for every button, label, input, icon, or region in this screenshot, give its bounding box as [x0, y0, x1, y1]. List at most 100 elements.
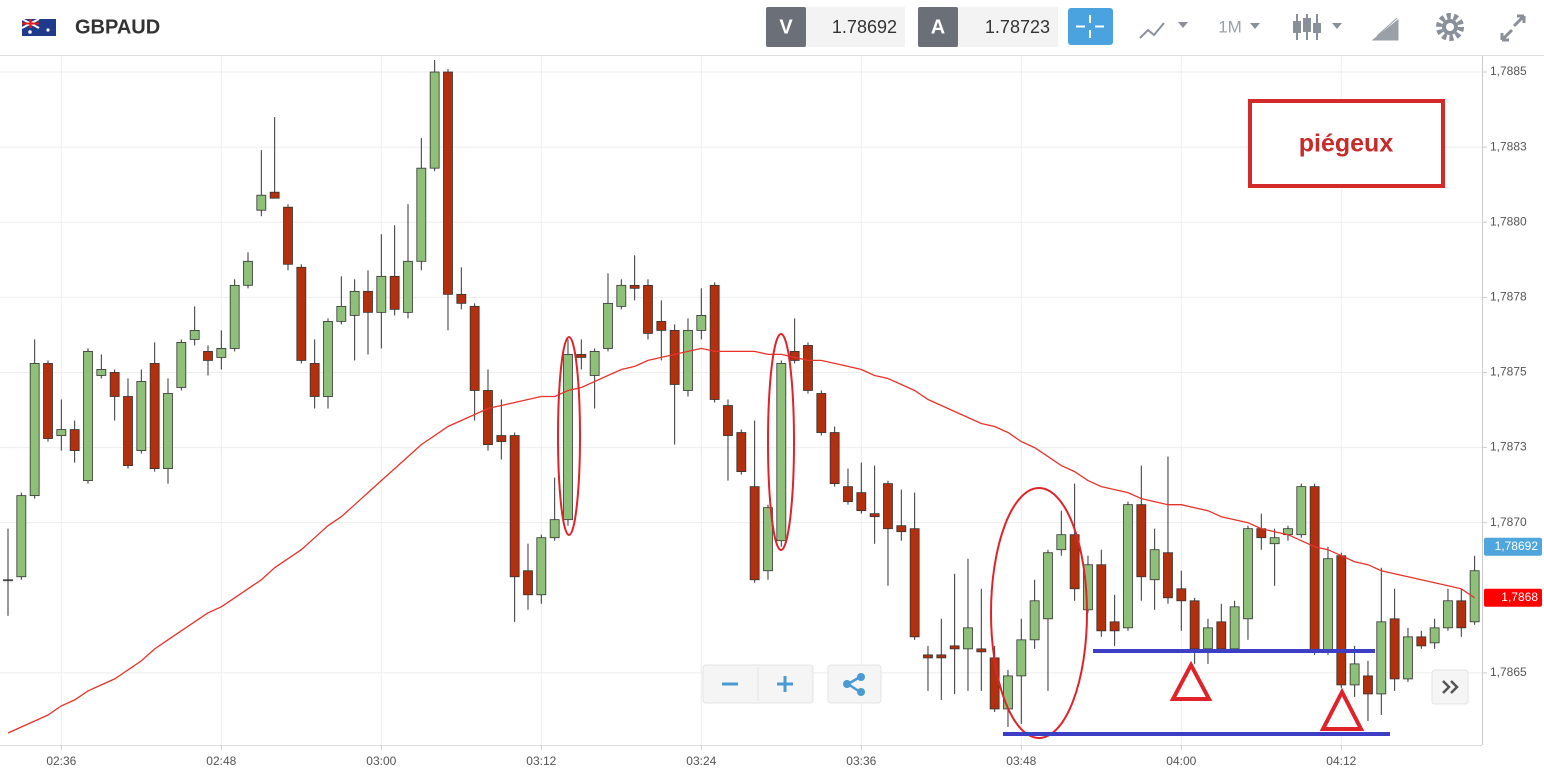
y-tick-label: 1,7870: [1490, 515, 1527, 529]
candle-body: [523, 570, 533, 596]
candle-body: [1109, 621, 1120, 632]
y-tick-label: 1,7883: [1490, 139, 1527, 153]
candle-body: [1016, 639, 1027, 677]
y-tick-label: 1,7885: [1490, 64, 1527, 78]
candle-body: [123, 396, 133, 466]
x-tick-label: 03:12: [526, 754, 556, 768]
y-tick-label: 1,7875: [1490, 365, 1527, 379]
candle-body: [1309, 486, 1320, 653]
bid-box: [806, 7, 905, 47]
candle-body: [69, 429, 80, 451]
candle-body: [1403, 636, 1413, 680]
candle-body: [136, 381, 147, 451]
candle-body: [589, 351, 600, 376]
chart-type-button[interactable]: [1139, 22, 1188, 39]
candle-body: [563, 354, 573, 521]
y-tick-label: 1,7880: [1490, 214, 1527, 228]
candle-body: [216, 348, 227, 358]
zoom-buttons[interactable]: [702, 664, 814, 704]
price-tag: [1484, 537, 1542, 556]
bid-badge[interactable]: [766, 7, 806, 47]
scroll-end-button[interactable]: [1431, 669, 1469, 705]
candle-body: [549, 519, 560, 539]
candle-body: [16, 495, 27, 578]
candle-body: [189, 329, 200, 340]
candle-body: [349, 290, 360, 316]
candle-body: [776, 363, 787, 542]
timeframe[interactable]: 1M: [1218, 17, 1242, 36]
price-tag-label: 1,7868: [1501, 590, 1538, 604]
candle-body: [1416, 636, 1427, 647]
candle-body: [949, 645, 960, 650]
candle-body: [896, 525, 907, 533]
candle-body: [3, 579, 13, 582]
candle-body: [149, 363, 160, 469]
candle-body: [683, 329, 693, 391]
x-tick-label: 03:00: [366, 754, 396, 768]
candle-body: [336, 305, 347, 322]
x-tick-label: 03:48: [1006, 754, 1036, 768]
candle-body: [976, 648, 987, 653]
candle-body: [203, 351, 213, 361]
candle-body: [1376, 621, 1387, 695]
candle-body: [909, 528, 920, 638]
candle-body: [1456, 600, 1467, 629]
x-tick-label: 03:36: [846, 754, 876, 768]
candle-body: [1296, 486, 1307, 536]
y-tick-label: 1,7865: [1490, 665, 1527, 679]
candle-body: [669, 329, 680, 385]
candle-body: [829, 432, 840, 485]
ask-badge[interactable]: [918, 7, 958, 47]
candle-body: [883, 483, 893, 530]
price-tag-label: 1,78692: [1495, 539, 1539, 553]
candle-body: [656, 320, 667, 331]
candle-body: [736, 432, 747, 473]
flag: [21, 18, 56, 36]
candle-body: [229, 284, 240, 349]
crosshair-button[interactable]: [1068, 8, 1113, 45]
moving-average: [7, 347, 1475, 734]
candle-body: [109, 372, 120, 397]
candle-body: [1069, 534, 1080, 590]
candle-body: [709, 284, 720, 400]
candle-body: [1203, 627, 1213, 650]
candle-body: [296, 266, 307, 361]
candle-body: [1123, 504, 1133, 629]
candle-type-button[interactable]: [1293, 14, 1342, 40]
settings-button[interactable]: [1436, 13, 1464, 41]
candle-body: [616, 284, 627, 307]
candle-body: [96, 369, 107, 376]
bid-price: 1.78692: [832, 17, 897, 37]
annotations: [557, 99, 1445, 739]
candle-body: [749, 486, 760, 581]
candle-body: [936, 654, 947, 659]
candle-body: [1243, 528, 1253, 620]
candle-body: [1216, 621, 1227, 650]
plot: [3, 60, 1480, 734]
share-button[interactable]: [827, 664, 882, 704]
candle-body: [323, 320, 333, 397]
symbol: GBPAUD: [75, 16, 160, 38]
fullscreen-button[interactable]: [1500, 14, 1526, 42]
annotation-text: piégeux: [1299, 130, 1394, 158]
ask-label: A: [931, 16, 945, 38]
candle-body: [243, 260, 253, 286]
candle-body: [456, 293, 467, 304]
candle-body: [963, 627, 973, 650]
candle-body: [389, 275, 400, 310]
candle-body: [1363, 675, 1373, 695]
ask-price: 1.78723: [985, 17, 1050, 37]
candle-body: [629, 284, 640, 289]
candle-body: [1136, 504, 1147, 578]
candle-body: [603, 302, 613, 349]
candle-body: [376, 275, 387, 313]
candle-body: [1229, 606, 1240, 650]
x-tick-label: 02:48: [206, 754, 236, 768]
candle-body: [1163, 552, 1173, 599]
candle-body: [1056, 534, 1067, 551]
draw-button[interactable]: [1371, 17, 1399, 41]
candle-body: [856, 492, 867, 512]
candle-body: [363, 290, 373, 313]
